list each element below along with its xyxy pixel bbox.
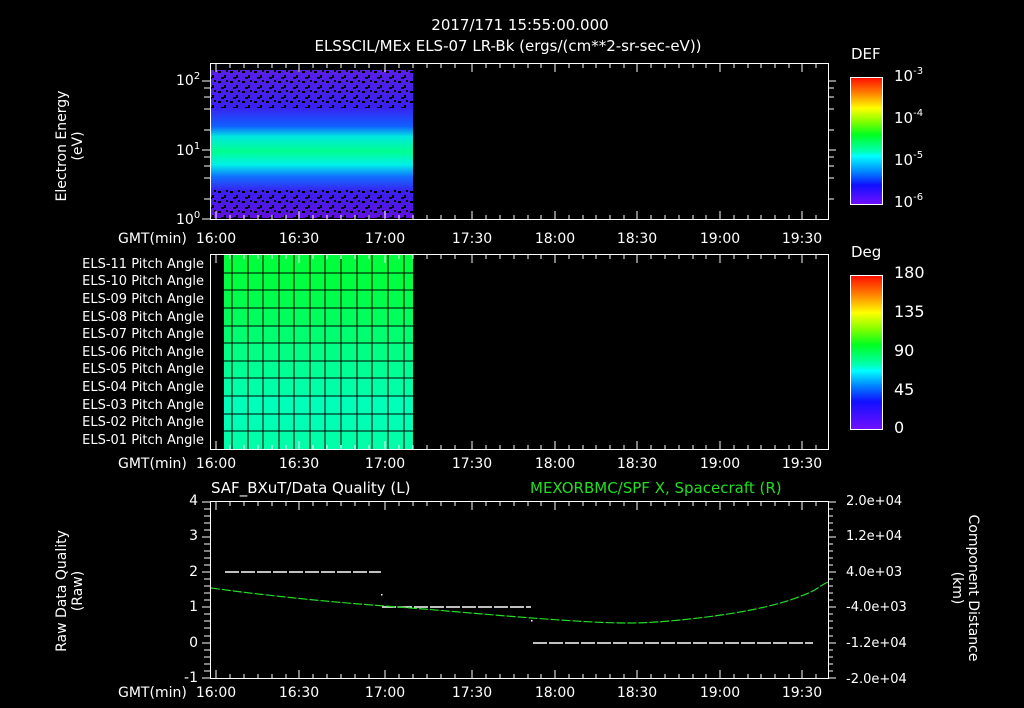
xtick-label: 17:00 bbox=[364, 231, 406, 247]
xtick-label: 18:00 bbox=[534, 231, 576, 247]
colorbar-deg bbox=[850, 275, 883, 430]
xtick-label: 18:30 bbox=[616, 456, 658, 472]
pitch-rows bbox=[224, 255, 413, 449]
row-label: ELS-10 Pitch Angle bbox=[82, 274, 204, 289]
plot-timestamp: 2017/171 15:55:00.000 bbox=[431, 16, 609, 34]
ytick-1e2: 102 bbox=[176, 71, 201, 89]
colorbar1-tick-1e-6: 10-6 bbox=[894, 192, 924, 211]
xtick-label: 16:30 bbox=[278, 685, 320, 701]
xtick-label: 18:00 bbox=[534, 685, 576, 701]
xaxis-label: GMT(min) bbox=[118, 685, 187, 701]
ytick-left: 0 bbox=[189, 635, 198, 651]
ytick-left: 2 bbox=[189, 564, 198, 580]
ytick-right: 2.0e+04 bbox=[846, 494, 903, 509]
xtick-label: 18:30 bbox=[616, 685, 658, 701]
data-quality-series bbox=[225, 571, 813, 644]
row-label: ELS-02 Pitch Angle bbox=[82, 415, 204, 430]
xaxis-label: GMT(min) bbox=[118, 456, 187, 472]
xtick-label: 17:30 bbox=[451, 685, 493, 701]
xtick-label: 19:00 bbox=[699, 685, 741, 701]
row-label: ELS-01 Pitch Angle bbox=[82, 433, 204, 448]
xtick-label: 17:30 bbox=[451, 456, 493, 472]
ytick-right: -2.0e+04 bbox=[846, 672, 907, 687]
colorbar1-tick-1e-5: 10-5 bbox=[894, 150, 924, 169]
xtick-label: 16:30 bbox=[278, 456, 320, 472]
xtick-label: 19:00 bbox=[699, 231, 741, 247]
panel3-title-left: SAF_BXuT/Data Quality (L) bbox=[211, 479, 411, 497]
row-label: ELS-05 Pitch Angle bbox=[82, 362, 204, 377]
xtick-label: 19:00 bbox=[699, 456, 741, 472]
ytick-1e1: 101 bbox=[176, 141, 201, 159]
xtick-label: 18:30 bbox=[616, 231, 658, 247]
panel3-ylabel-right: Component Distance (km) bbox=[949, 514, 981, 662]
ytick-right: -4.0e+03 bbox=[846, 600, 907, 615]
colorbar2-tick: 180 bbox=[894, 263, 925, 282]
xtick-label: 18:00 bbox=[534, 456, 576, 472]
ytick-right: 1.2e+04 bbox=[846, 529, 903, 544]
xtick-label: 17:00 bbox=[364, 456, 406, 472]
ytick-left: 1 bbox=[189, 599, 198, 615]
row-label: ELS-04 Pitch Angle bbox=[82, 380, 204, 395]
ytick-1e0: 100 bbox=[176, 210, 201, 228]
xtick-label: 16:00 bbox=[195, 456, 237, 472]
colorbar1-tick-1e-4: 10-4 bbox=[894, 108, 924, 127]
row-label: ELS-09 Pitch Angle bbox=[82, 292, 204, 307]
ytick-left: 4 bbox=[189, 493, 198, 509]
ytick-right: 4.0e+03 bbox=[846, 565, 903, 580]
xtick-label: 19:30 bbox=[781, 456, 823, 472]
ytick-left: 3 bbox=[189, 528, 198, 544]
row-label: ELS-07 Pitch Angle bbox=[82, 327, 204, 342]
row-label: ELS-03 Pitch Angle bbox=[82, 398, 204, 413]
xtick-label: 16:00 bbox=[195, 231, 237, 247]
colorbar1-title: DEF bbox=[851, 45, 881, 63]
colorbar2-tick: 90 bbox=[894, 341, 915, 360]
xtick-label: 17:00 bbox=[364, 685, 406, 701]
xtick-label: 16:00 bbox=[195, 685, 237, 701]
spacecraft-x-series bbox=[210, 581, 829, 624]
panel3-title-right: MEXORBMC/SPF X, Spacecraft (R) bbox=[530, 479, 782, 497]
xtick-label: 19:30 bbox=[781, 685, 823, 701]
xaxis-label: GMT(min) bbox=[118, 231, 187, 247]
colorbar2-tick: 0 bbox=[894, 418, 905, 437]
colorbar2-tick: 135 bbox=[894, 302, 925, 321]
colorbar-def bbox=[850, 77, 883, 205]
colorbar1-tick-1e-3: 10-3 bbox=[894, 66, 924, 85]
panel3-ylabel-left: Raw Data Quality (Raw) bbox=[54, 530, 86, 652]
ytick-left: -1 bbox=[184, 670, 198, 686]
row-label: ELS-08 Pitch Angle bbox=[82, 310, 204, 325]
xtick-label: 19:30 bbox=[781, 231, 823, 247]
xtick-label: 16:30 bbox=[278, 231, 320, 247]
colorbar2-tick: 45 bbox=[894, 380, 915, 399]
ytick-right: -1.2e+04 bbox=[846, 636, 907, 651]
xtick-label: 17:30 bbox=[451, 231, 493, 247]
panel1-ylabel: Electron Energy (eV) bbox=[54, 90, 86, 202]
plot-subtitle: ELSSCIL/MEx ELS-07 LR-Bk (ergs/(cm**2-sr… bbox=[314, 37, 702, 55]
row-label: ELS-06 Pitch Angle bbox=[82, 345, 204, 360]
colorbar2-title: Deg bbox=[851, 243, 882, 261]
row-label: ELS-11 Pitch Angle bbox=[82, 257, 204, 272]
